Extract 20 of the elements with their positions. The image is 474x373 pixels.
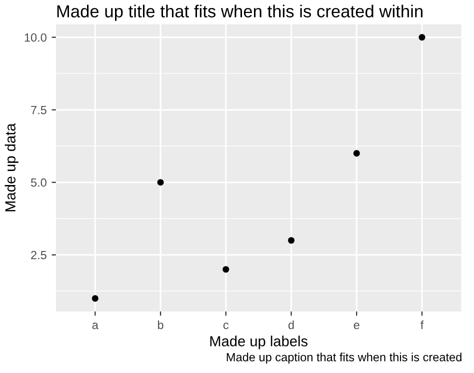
y-tick-label: 2.5 (31, 250, 46, 260)
text: Made up caption that fits when this is created (226, 352, 462, 364)
x-axis-title: Made up labels (210, 336, 308, 350)
x-tick-label: a (92, 322, 98, 330)
x-tick-label: c (223, 322, 229, 330)
point (92, 295, 98, 302)
x-tick-label: b (158, 320, 164, 330)
x-tick-label: d (288, 320, 294, 330)
x-tick-label: f (420, 320, 424, 330)
point (353, 150, 360, 157)
y-tick-label: 7.5 (31, 106, 46, 114)
y-tick-label: 10.0 (24, 33, 46, 42)
point (288, 237, 295, 244)
point (222, 266, 230, 273)
chart-title: Made up title that fits when this is created within (57, 4, 422, 21)
point (418, 34, 426, 41)
x-tick-label: e (354, 322, 360, 330)
y-axis-title: Made up data (4, 123, 18, 212)
y-tick-label: 5.0 (30, 178, 46, 187)
point (157, 179, 164, 186)
